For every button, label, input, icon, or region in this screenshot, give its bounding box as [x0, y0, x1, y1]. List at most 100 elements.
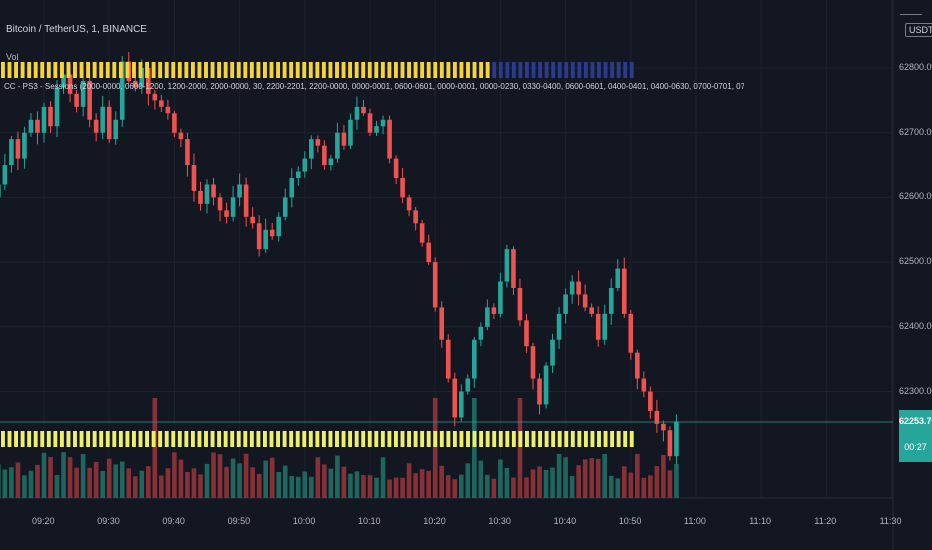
session-box-top — [145, 62, 149, 78]
volume-bar — [315, 457, 321, 498]
session-box-top — [459, 62, 464, 78]
session-box-top — [151, 62, 156, 78]
sessions-indicator-label[interactable]: CC - PS3 - Sessions (2000-0000, 0600-120… — [4, 82, 744, 91]
session-box-top — [295, 62, 300, 78]
candle-body — [556, 313, 562, 340]
candle-body — [113, 119, 119, 140]
candle-body — [393, 158, 399, 178]
candle-body — [445, 339, 451, 379]
volume-bar — [146, 466, 151, 498]
volume-bar — [374, 477, 379, 498]
session-box-bottom — [374, 431, 379, 447]
session-box-bottom — [289, 431, 294, 447]
volume-bar — [635, 453, 640, 498]
time-tick-label: 09:20 — [32, 516, 55, 526]
session-box-bottom — [603, 431, 608, 447]
candle-body — [269, 229, 275, 237]
currency-button[interactable]: USDT — [905, 23, 932, 37]
session-box-bottom — [20, 431, 25, 447]
candle-body — [550, 339, 555, 366]
volume-bar — [537, 466, 542, 498]
time-tick-label: 09:40 — [162, 516, 185, 526]
volume-bar — [380, 457, 386, 498]
session-box-top — [583, 62, 588, 78]
candle-body — [615, 268, 621, 288]
session-box-bottom — [511, 431, 516, 447]
session-box-bottom — [197, 431, 202, 447]
session-box-bottom — [452, 431, 457, 447]
candle-body — [511, 249, 516, 288]
session-box-top — [99, 62, 104, 78]
session-box-top — [367, 62, 372, 78]
session-box-bottom — [616, 431, 621, 447]
session-box-top — [249, 62, 254, 78]
volume-bar — [419, 469, 425, 498]
symbol-title[interactable]: Bitcoin / TetherUS, 1, BINANCE — [6, 24, 147, 35]
session-box-bottom — [1, 431, 5, 447]
volume-bar — [452, 479, 458, 498]
session-box-bottom — [99, 431, 104, 447]
volume-bar — [524, 477, 529, 498]
volume-bar — [61, 452, 66, 498]
candle-body — [406, 197, 412, 211]
volume-bar — [550, 467, 555, 498]
volume-bar — [426, 470, 431, 498]
session-box-top — [400, 62, 405, 78]
volume-bar — [54, 474, 60, 498]
session-box-bottom — [105, 431, 110, 447]
volume-bar — [178, 459, 184, 498]
time-tick-label: 10:40 — [553, 516, 577, 526]
scale-settings-icon[interactable] — [900, 14, 922, 19]
session-box-bottom — [249, 431, 254, 447]
candle-body — [315, 139, 321, 146]
candle-body — [569, 281, 575, 295]
session-box-top — [610, 62, 615, 78]
volume-bar — [667, 470, 673, 498]
price-tick-label: 62300.00 — [899, 385, 932, 396]
session-box-top — [59, 62, 64, 78]
candle-body — [22, 132, 27, 159]
candle-body — [61, 74, 66, 88]
session-box-bottom — [629, 431, 634, 447]
session-box-bottom — [433, 431, 438, 447]
volume-bar — [387, 479, 392, 498]
volume-bar — [478, 460, 484, 498]
volume-label[interactable]: Vol — [6, 52, 19, 62]
volume-bar — [654, 466, 660, 498]
session-box-bottom — [40, 431, 45, 447]
session-box-bottom — [367, 431, 372, 447]
session-box-top — [190, 62, 195, 78]
session-box-bottom — [492, 431, 497, 447]
candle-body — [100, 106, 105, 133]
time-tick-label: 10:20 — [423, 516, 446, 526]
volume-bar — [67, 457, 73, 498]
volume-bar — [48, 457, 53, 498]
candle-body — [667, 430, 673, 457]
volume-bar — [198, 474, 203, 498]
session-box-top — [518, 62, 523, 78]
session-box-bottom — [597, 431, 601, 447]
session-box-top — [33, 62, 38, 78]
session-box-bottom — [263, 431, 267, 447]
volume-bar — [126, 468, 132, 498]
candle-body — [178, 132, 184, 140]
volume-bar — [472, 398, 477, 498]
session-box-bottom — [354, 431, 359, 447]
candle-body — [465, 378, 471, 392]
volume-bar — [74, 467, 79, 498]
session-box-top — [407, 62, 411, 78]
candle-body — [48, 106, 53, 127]
volume-bar — [152, 398, 158, 498]
session-box-bottom — [59, 431, 64, 447]
session-box-bottom — [394, 431, 398, 447]
session-box-bottom — [164, 431, 169, 447]
candle-body — [608, 287, 614, 314]
candle-body — [582, 294, 588, 308]
session-box-bottom — [236, 431, 241, 447]
session-box-bottom — [7, 431, 12, 447]
session-box-bottom — [610, 431, 615, 447]
session-box-top — [498, 62, 503, 78]
candle-body — [524, 320, 529, 347]
